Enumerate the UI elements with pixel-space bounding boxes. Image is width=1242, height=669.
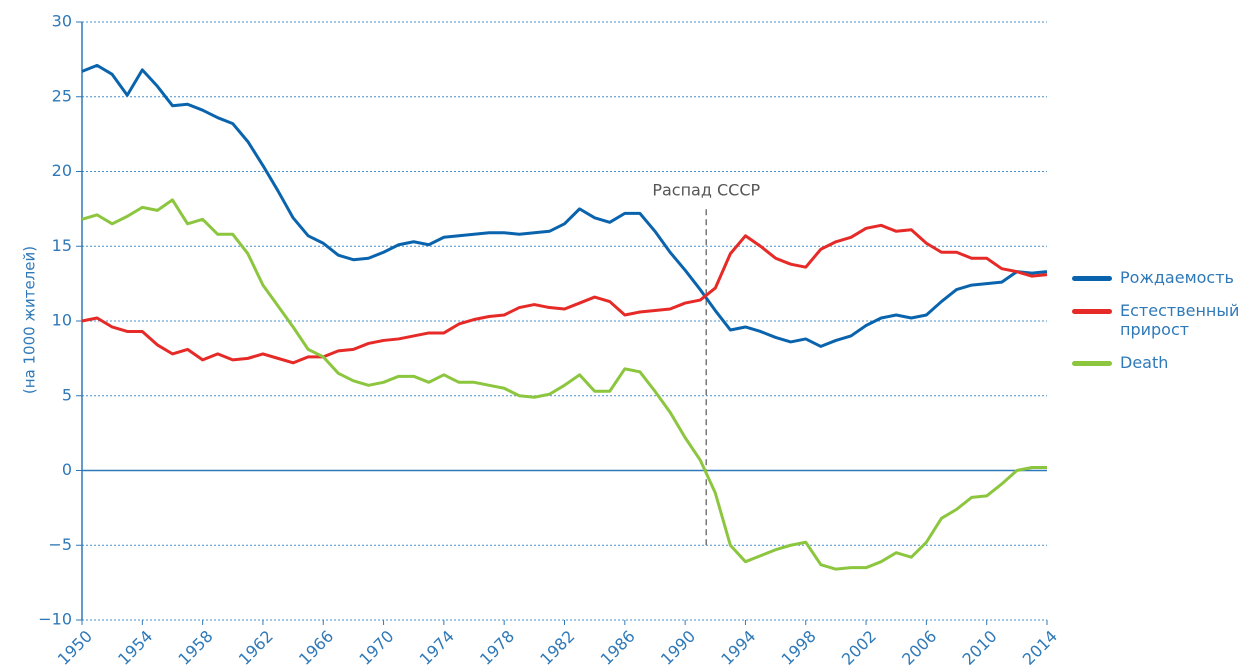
legend-label: Естественный прирост (1120, 301, 1240, 339)
y-tick-label: 10 (52, 311, 72, 330)
x-tick-label: 1994 (717, 627, 759, 669)
series-line (81, 198, 1047, 571)
legend-label: Death (1120, 353, 1169, 372)
y-tick-label: 5 (62, 385, 72, 404)
y-tick-label: 0 (62, 460, 72, 479)
y-tick-label: −10 (38, 610, 72, 629)
x-tick-label: 1954 (114, 627, 156, 669)
legend-item: Death (1072, 353, 1242, 372)
legend-swatch (1072, 309, 1112, 314)
x-tick-label: 1998 (778, 627, 820, 669)
x-tick-label: 1970 (355, 627, 397, 669)
x-tick-label: 1982 (536, 627, 578, 669)
legend-swatch (1072, 361, 1112, 366)
annotation-label: Распад СССР (652, 180, 760, 199)
series-line (81, 63, 1048, 348)
y-tick-label: 15 (52, 236, 72, 255)
x-tick-label: 1974 (416, 627, 458, 669)
x-tick-label: 1950 (54, 627, 96, 669)
x-tick-label: 2006 (898, 627, 940, 669)
x-tick-label: 1962 (235, 627, 277, 669)
y-tick-label: 30 (52, 12, 72, 31)
x-tick-label: 1978 (476, 627, 518, 669)
y-tick-label: 20 (52, 161, 72, 180)
legend-swatch (1072, 276, 1112, 281)
y-axis-label: (на 1000 жителей) (21, 246, 39, 394)
legend-item: Рождаемость (1072, 268, 1242, 287)
x-tick-label: 1958 (174, 627, 216, 669)
series-line (81, 223, 1048, 365)
x-tick-label: 2010 (958, 627, 1000, 669)
x-tick-label: 1966 (295, 627, 337, 669)
x-tick-label: 1990 (657, 627, 699, 669)
legend-item: Естественный прирост (1072, 301, 1242, 339)
legend: Рождаемость Естественный прирост Death (1072, 268, 1242, 386)
legend-label: Рождаемость (1120, 268, 1234, 287)
x-tick-label: 2014 (1019, 627, 1061, 669)
x-tick-label: 1986 (597, 627, 639, 669)
x-tick-label: 2002 (838, 627, 880, 669)
y-tick-label: −5 (48, 535, 72, 554)
y-tick-label: 25 (52, 86, 72, 105)
